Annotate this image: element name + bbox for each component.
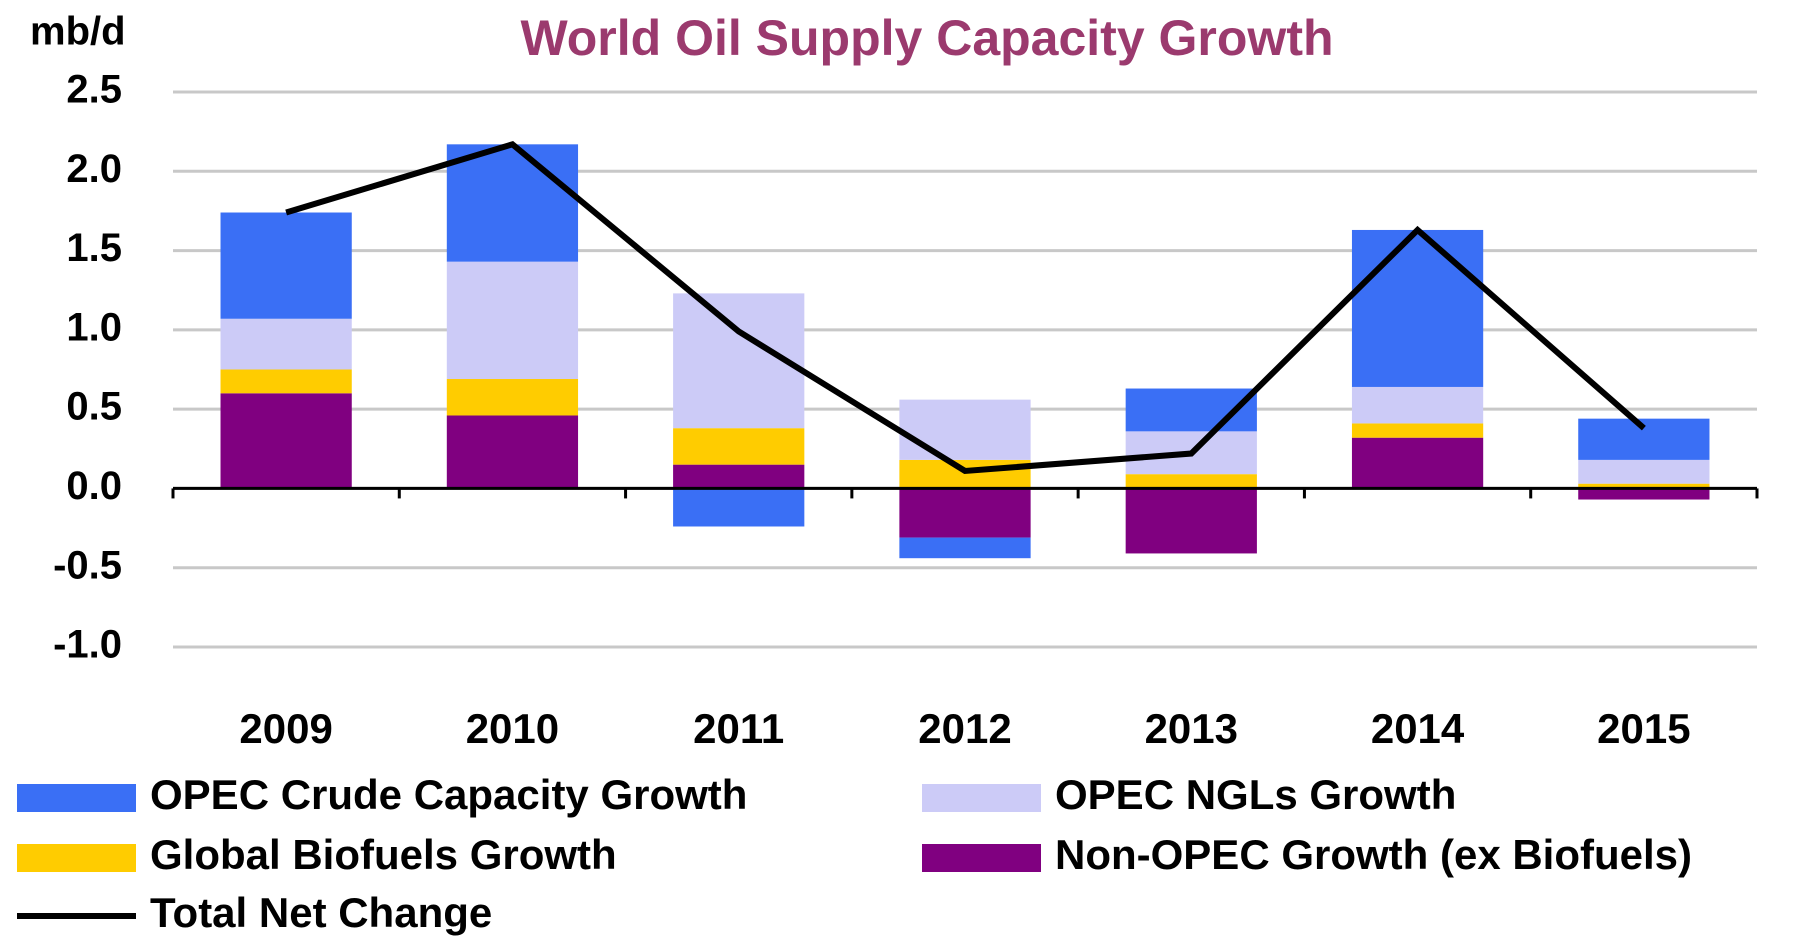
bar-segment — [446, 379, 579, 416]
bar-segment — [220, 318, 352, 370]
y-tick-label: -0.5 — [53, 543, 122, 587]
legend-label: OPEC Crude Capacity Growth — [150, 771, 747, 818]
bar-segment — [1578, 459, 1710, 484]
bar-segment — [446, 261, 579, 380]
legend-swatch — [922, 844, 1041, 872]
x-tick-label: 2012 — [918, 705, 1011, 752]
legend-label: Total Net Change — [150, 889, 492, 936]
legend-swatch — [922, 784, 1041, 812]
bar-segment — [446, 144, 579, 262]
bar-segment — [220, 393, 352, 489]
bar-segment — [1351, 437, 1484, 489]
bar-segment — [220, 212, 352, 319]
bar-segment — [1351, 423, 1484, 438]
bar-segment — [1578, 488, 1710, 500]
legend-swatch — [17, 784, 136, 812]
bar-segment — [899, 399, 1031, 460]
bar-segment — [673, 428, 805, 465]
y-tick-label: -1.0 — [53, 623, 122, 667]
x-tick-label: 2015 — [1597, 705, 1690, 752]
legend-swatch — [17, 844, 136, 872]
x-tick-label: 2013 — [1145, 705, 1238, 752]
line-series — [285, 140, 1646, 475]
bar-segment — [899, 488, 1031, 538]
bar-segment — [1125, 474, 1257, 489]
y-tick-label: 2.0 — [66, 147, 122, 191]
chart-title: World Oil Supply Capacity Growth — [520, 10, 1333, 66]
bar-segment — [899, 537, 1031, 559]
bar-segment — [899, 459, 1031, 489]
y-tick-label: 2.5 — [66, 68, 122, 112]
y-axis-unit: mb/d — [30, 10, 126, 54]
bar-segment — [1351, 229, 1484, 387]
y-tick-label: 1.0 — [66, 305, 122, 349]
x-tick-label: 2011 — [693, 705, 784, 752]
bar-segment — [673, 488, 805, 527]
bar-segment — [1578, 483, 1710, 489]
bar-segment — [1125, 488, 1257, 554]
bar-segment — [446, 415, 579, 489]
legend-label: Non-OPEC Growth (ex Biofuels) — [1055, 831, 1692, 878]
bar-segment — [1351, 386, 1484, 424]
legend-label: Global Biofuels Growth — [150, 831, 617, 878]
y-tick-label: 0.0 — [66, 464, 122, 508]
x-tick-label: 2014 — [1371, 705, 1465, 752]
bar-segment — [220, 369, 352, 394]
y-tick-label: 0.5 — [66, 385, 122, 429]
y-tick-label: 1.5 — [66, 226, 122, 270]
x-tick-label: 2010 — [466, 705, 559, 752]
x-tick-label: 2009 — [239, 705, 332, 752]
bar-segment — [673, 464, 805, 489]
legend-label: OPEC NGLs Growth — [1055, 771, 1456, 818]
